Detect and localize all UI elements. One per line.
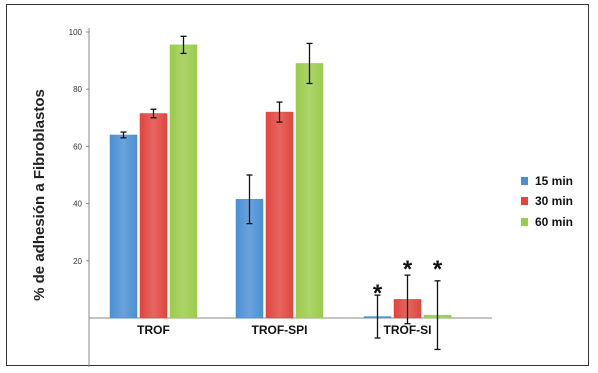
legend: 15 min 30 min 60 min <box>521 174 573 229</box>
bar-chart: % de adhesión a Fibroblastos 20 40 60 80 100… <box>31 28 573 367</box>
y-tick-label: 40 <box>73 200 82 209</box>
bar-trof-spi-30min <box>265 111 294 319</box>
legend-label: 60 min <box>535 215 573 229</box>
y-tick-label: 20 <box>73 257 82 266</box>
y-axis-label: % de adhesión a Fibroblastos <box>31 89 48 301</box>
bar-trof-30min <box>139 113 168 319</box>
x-category-label: TROF-SPI <box>252 323 308 337</box>
significance-star: * <box>403 256 413 283</box>
significance-star: * <box>433 256 443 283</box>
bar-trof-60min <box>169 44 198 319</box>
y-tick-label: 80 <box>73 85 82 94</box>
significance-star: * <box>373 280 383 307</box>
legend-swatch <box>521 218 528 226</box>
x-category-label: TROF <box>137 323 170 337</box>
x-category-label: TROF-SI <box>384 323 432 337</box>
legend-swatch <box>521 177 528 185</box>
plot-area: 20 40 60 80 100 TROF TROF-SPI TROF-SI * * * <box>69 28 492 367</box>
legend-label: 30 min <box>535 194 573 208</box>
y-tick-label: 60 <box>73 142 82 151</box>
bar-trof-15min <box>109 134 138 319</box>
y-tick-label: 100 <box>69 28 83 37</box>
bar-trof-spi-60min <box>295 63 324 319</box>
chart-frame: % de adhesión a Fibroblastos 20 40 60 80 100… <box>6 4 589 367</box>
legend-label: 15 min <box>535 174 573 188</box>
legend-swatch <box>521 197 528 205</box>
